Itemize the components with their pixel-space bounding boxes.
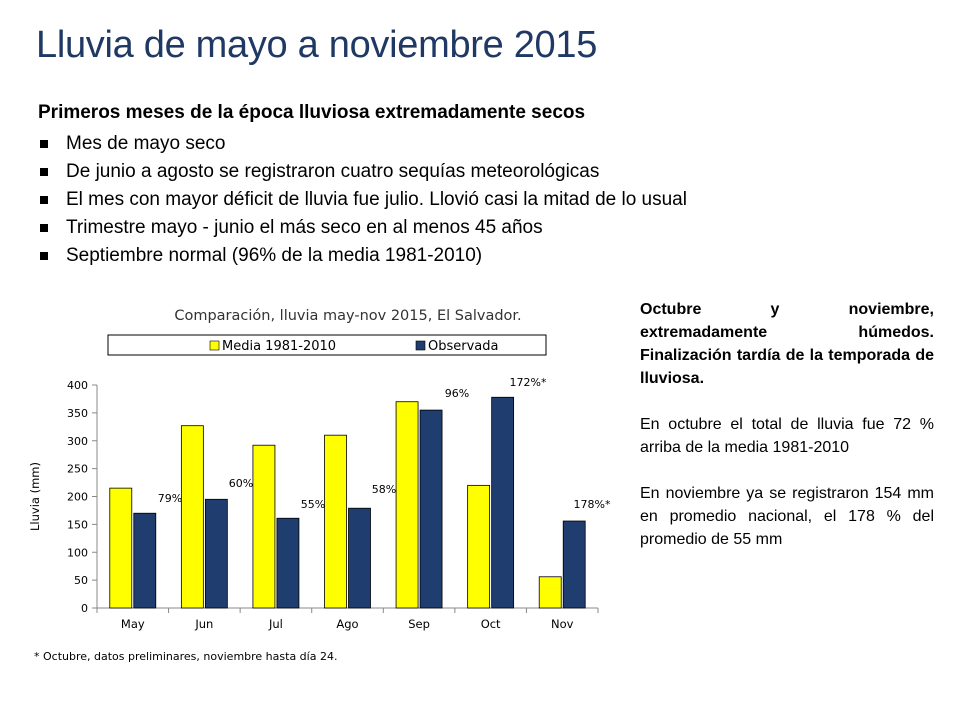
y-tick-label: 300 bbox=[67, 435, 88, 448]
data-label: 58% bbox=[372, 483, 396, 496]
side-paragraph-october: En octubre el total de lluvia fue 72 % a… bbox=[640, 416, 934, 456]
chart-svg: Comparación, lluvia may-nov 2015, El Sal… bbox=[28, 308, 611, 631]
data-label: 60% bbox=[229, 477, 253, 490]
x-tick-label: May bbox=[121, 617, 145, 631]
bullet-list: Mes de mayo seco De junio a agosto se re… bbox=[38, 130, 918, 270]
legend-swatch bbox=[209, 340, 220, 351]
bar-observada bbox=[133, 512, 157, 609]
data-label: 55% bbox=[301, 498, 325, 511]
y-tick-label: 400 bbox=[67, 379, 88, 392]
page-title: Lluvia de mayo a noviembre 2015 bbox=[36, 24, 598, 66]
bar-observada bbox=[276, 517, 300, 609]
y-tick-label: 0 bbox=[81, 602, 88, 615]
square-bullet-icon bbox=[40, 196, 48, 204]
bar-observada bbox=[491, 396, 515, 609]
side-heading: Octubre y noviembre, extremadamente húme… bbox=[640, 301, 934, 387]
bullet-item: Trimestre mayo - junio el más seco en al… bbox=[38, 214, 918, 242]
x-tick-label: Nov bbox=[551, 617, 574, 631]
legend-label: Media 1981-2010 bbox=[222, 339, 336, 354]
y-tick-label: 350 bbox=[67, 407, 88, 420]
bullet-text: Trimestre mayo - junio el más seco en al… bbox=[66, 217, 543, 238]
bullet-text: Mes de mayo seco bbox=[66, 133, 226, 154]
legend-label: Observada bbox=[428, 339, 498, 354]
y-tick-label: 250 bbox=[67, 463, 88, 476]
intro-heading: Primeros meses de la época lluviosa extr… bbox=[38, 102, 586, 123]
bullet-item: Septiembre normal (96% de la media 1981-… bbox=[38, 242, 918, 270]
bar-observada bbox=[419, 409, 443, 609]
bullet-text: De junio a agosto se registraron cuatro … bbox=[66, 161, 600, 182]
y-tick-label: 200 bbox=[67, 491, 88, 504]
bar-observada bbox=[204, 498, 228, 609]
data-label: 96% bbox=[445, 387, 469, 400]
bar-media bbox=[109, 487, 133, 609]
intro-section: Primeros meses de la época lluviosa extr… bbox=[38, 102, 918, 270]
bar-observada bbox=[348, 507, 371, 609]
bar-media bbox=[538, 576, 562, 609]
bar-media bbox=[395, 401, 419, 609]
y-tick-label: 100 bbox=[67, 546, 88, 559]
data-label: 178%* bbox=[574, 498, 611, 511]
y-tick-label: 50 bbox=[74, 574, 88, 587]
bar-media bbox=[324, 434, 347, 609]
data-label: 172%* bbox=[510, 376, 547, 389]
x-tick-label: Ago bbox=[336, 617, 358, 631]
bar-observada bbox=[562, 520, 586, 609]
bar-media bbox=[252, 444, 276, 609]
bullet-text: Septiembre normal (96% de la media 1981-… bbox=[66, 245, 483, 266]
bullet-text: El mes con mayor déficit de lluvia fue j… bbox=[66, 189, 687, 210]
x-tick-label: Oct bbox=[481, 617, 501, 631]
side-paragraph-november: En noviembre ya se registraron 154 mm en… bbox=[640, 485, 934, 548]
bar-media bbox=[467, 484, 491, 609]
square-bullet-icon bbox=[40, 224, 48, 232]
side-notes: Octubre y noviembre, extremadamente húme… bbox=[640, 298, 934, 574]
rainfall-chart: Comparación, lluvia may-nov 2015, El Sal… bbox=[20, 295, 620, 675]
footnote: * Octubre, datos preliminares, noviembre… bbox=[34, 650, 338, 663]
data-label: 79% bbox=[158, 492, 182, 505]
y-axis-label: Lluvia (mm) bbox=[28, 462, 42, 531]
bar-media bbox=[180, 425, 204, 609]
bullet-item: El mes con mayor déficit de lluvia fue j… bbox=[38, 186, 918, 214]
chart-title: Comparación, lluvia may-nov 2015, El Sal… bbox=[174, 308, 521, 324]
bullet-item: Mes de mayo seco bbox=[38, 130, 918, 158]
x-tick-label: Sep bbox=[408, 617, 430, 631]
square-bullet-icon bbox=[40, 168, 48, 176]
y-tick-label: 150 bbox=[67, 518, 88, 531]
square-bullet-icon bbox=[40, 252, 48, 260]
legend-swatch bbox=[415, 340, 426, 351]
x-tick-label: Jun bbox=[194, 617, 213, 631]
x-tick-label: Jul bbox=[268, 617, 283, 631]
bullet-item: De junio a agosto se registraron cuatro … bbox=[38, 158, 918, 186]
square-bullet-icon bbox=[40, 140, 48, 148]
